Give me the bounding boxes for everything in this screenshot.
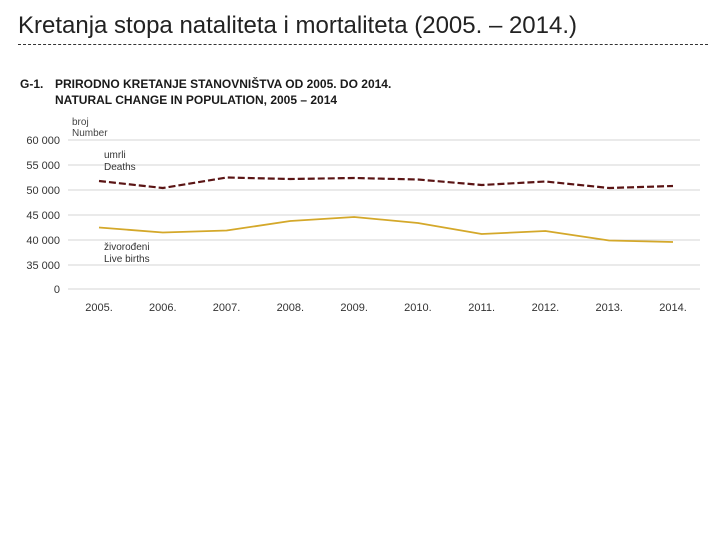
series-label-births-hr: živorođeni [104, 242, 150, 253]
series-label-deaths-hr: umrli [104, 150, 126, 161]
y-tick-label: 45 000 [26, 210, 60, 222]
y-tick-label: 0 [54, 284, 60, 296]
series-label-deaths-en: Deaths [104, 162, 136, 173]
x-tick-label: 2011. [468, 302, 495, 314]
x-tick-label: 2014. [659, 302, 687, 314]
x-axis-ticks: 2005. 2006. 2007. 2008. 2009. 2010. 2011. 2012.… [85, 302, 687, 314]
x-tick-label: 2005. [85, 302, 113, 314]
series-line-deaths [98, 176, 674, 190]
y-tick-label: 50 000 [26, 185, 60, 197]
x-tick-label: 2009. [340, 302, 368, 314]
x-tick-label: 2006. [149, 302, 177, 314]
x-tick-label: 2007. [213, 302, 241, 314]
figure-title-en: NATURAL CHANGE IN POPULATION, 2005 – 201… [55, 93, 337, 107]
x-tick-label: 2010. [404, 302, 432, 314]
gridlines [68, 139, 700, 290]
y-tick-label: 35 000 [26, 260, 60, 272]
y-tick-label: 40 000 [26, 235, 60, 247]
x-tick-label: 2008. [277, 302, 305, 314]
figure-title-hr: PRIRODNO KRETANJE STANOVNIŠTVA OD 2005. … [55, 76, 391, 91]
y-axis-ticks: 60 000 55 000 50 000 45 000 40 000 35 000 0 [26, 135, 60, 296]
series-label-births-en: Live births [104, 254, 150, 265]
y-tick-label: 55 000 [26, 160, 60, 172]
unit-label-en: Number [72, 128, 108, 139]
figure-code: G-1. [20, 77, 43, 91]
slide-title: Kretanja stopa nataliteta i mortaliteta … [18, 8, 708, 45]
unit-label-hr: broj [72, 117, 89, 128]
series-lines [98, 176, 674, 243]
x-tick-label: 2013. [595, 302, 623, 314]
y-tick-label: 60 000 [26, 135, 60, 147]
series-line-live-births [98, 216, 674, 243]
x-tick-label: 2012. [532, 302, 560, 314]
